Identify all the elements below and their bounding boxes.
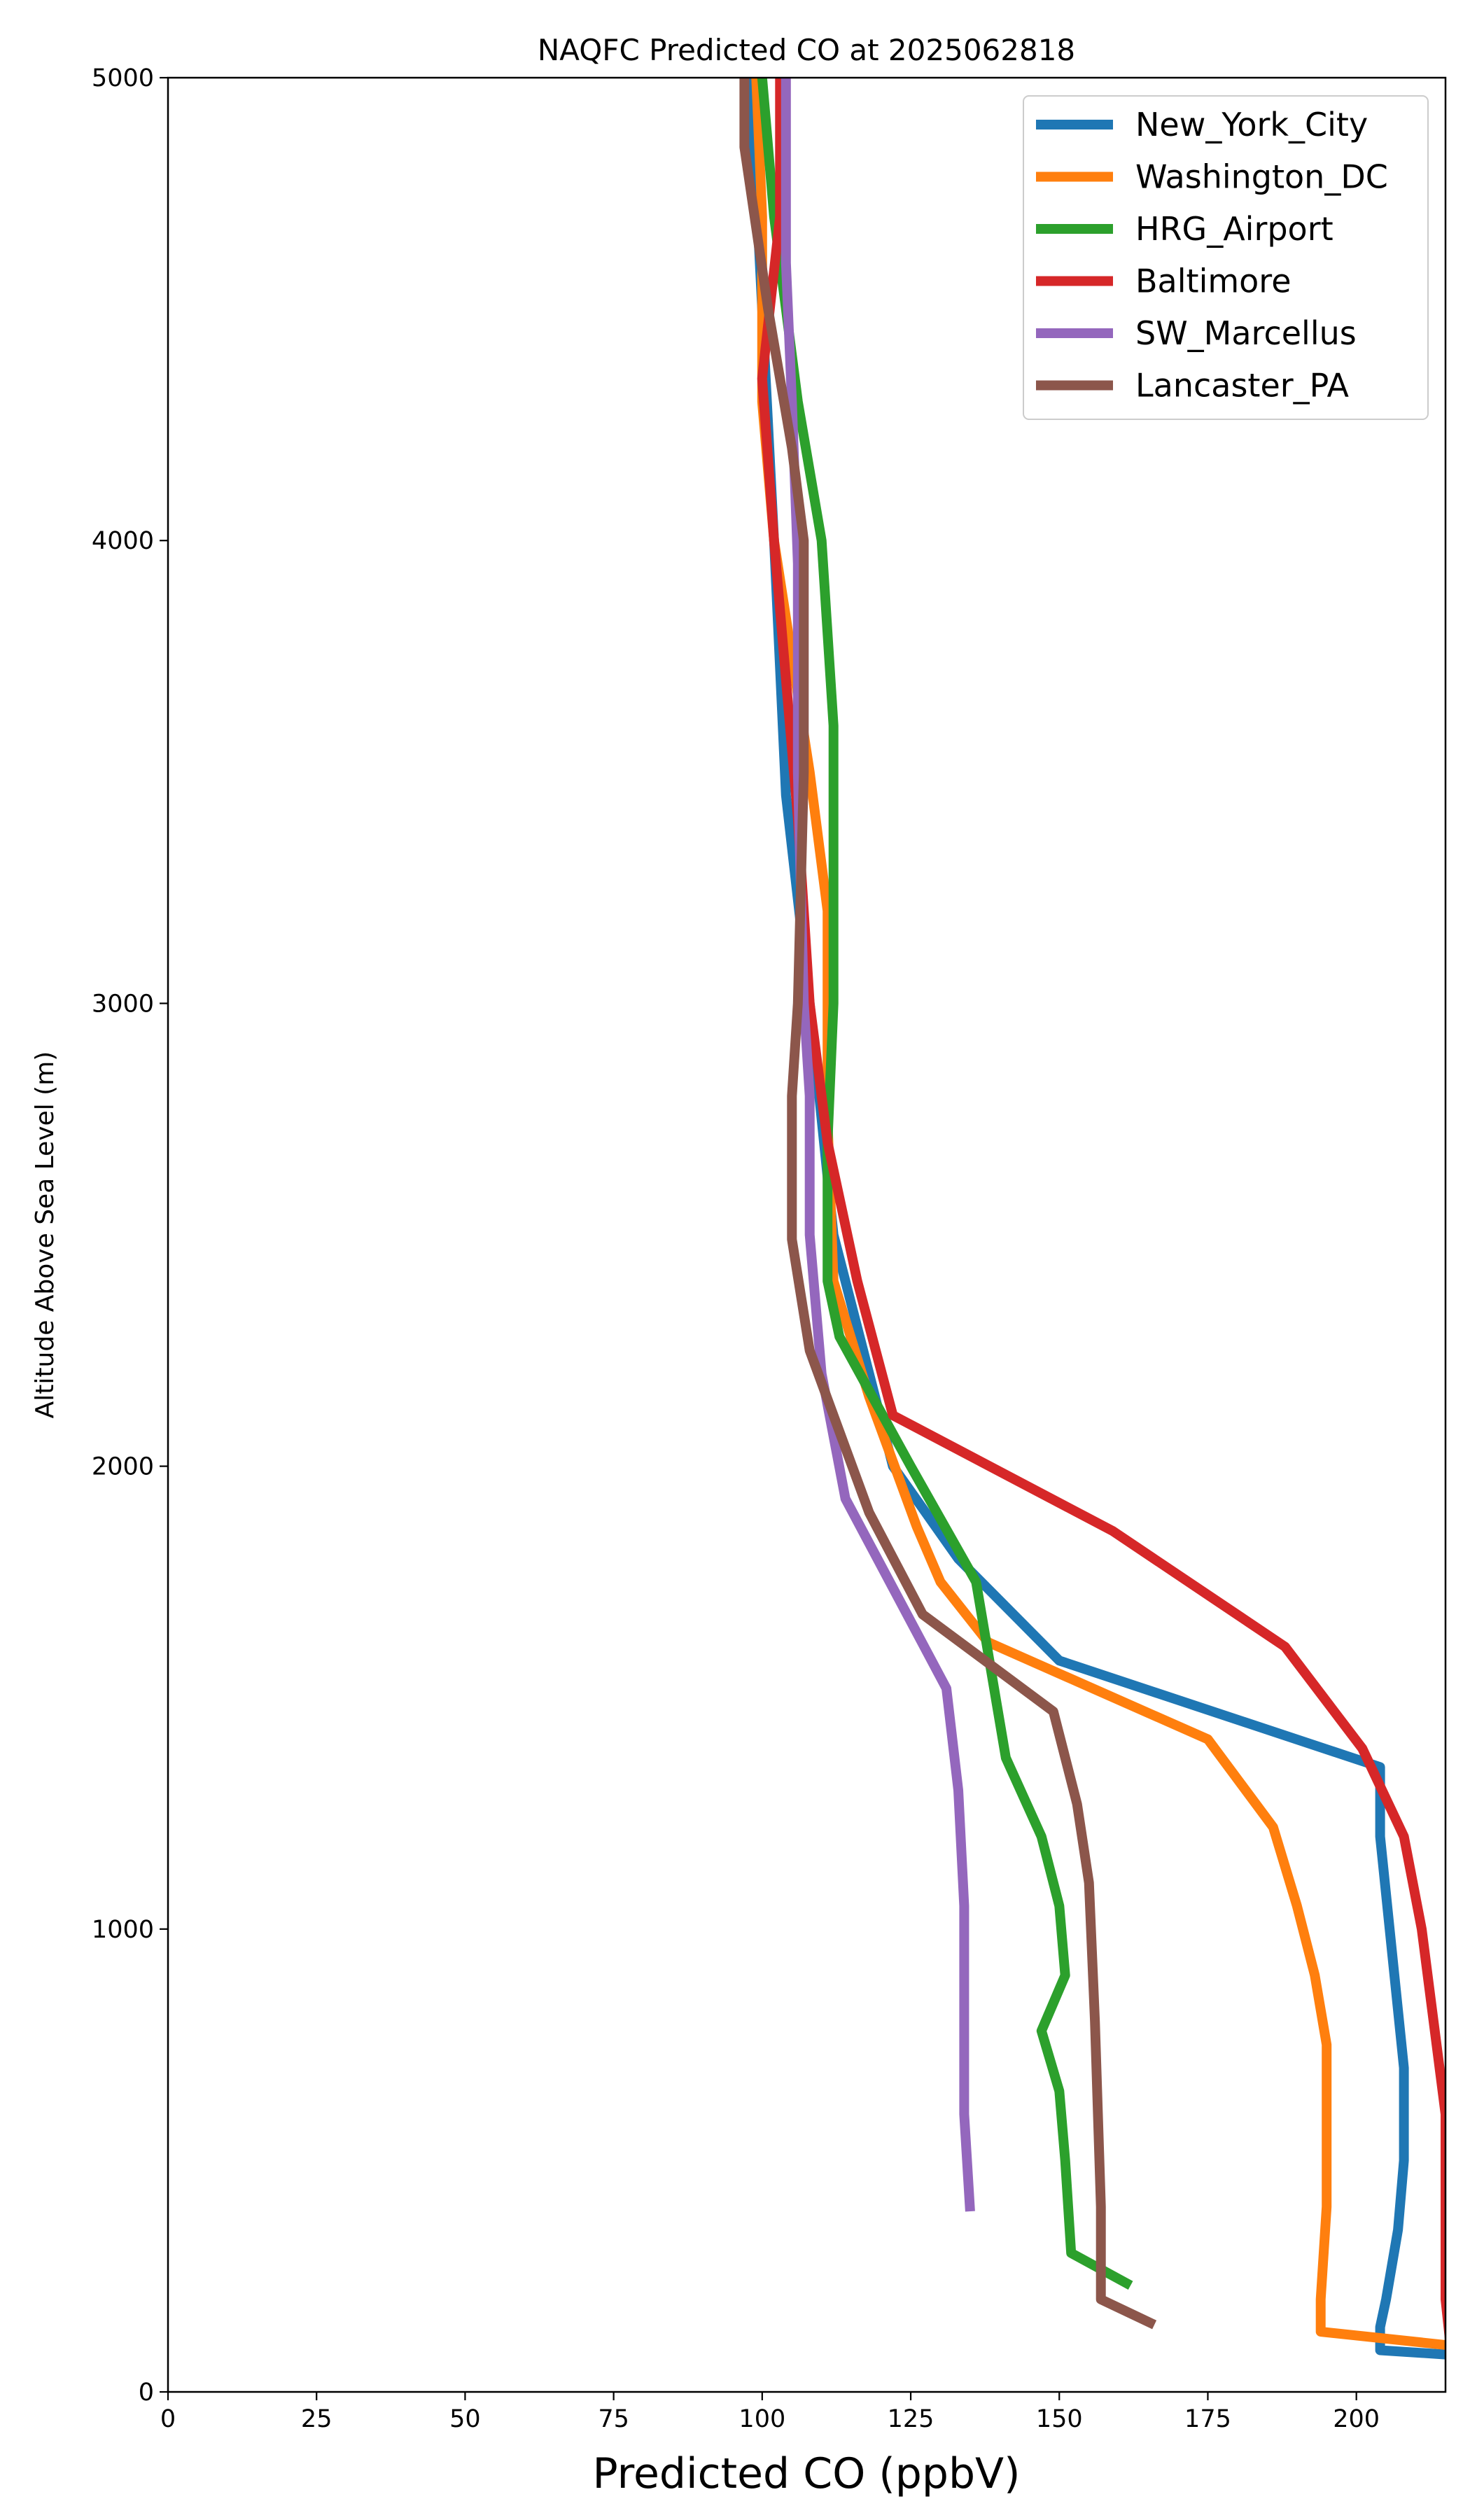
x-tick-label: 50 [449, 2405, 481, 2433]
y-tick-label: 4000 [92, 527, 154, 555]
x-tick-label: 75 [598, 2405, 629, 2433]
series-line-baltimore [757, 78, 1446, 2346]
series-line-washington-dc [751, 78, 1446, 2351]
legend-label: HRG_Airport [1135, 210, 1334, 248]
x-tick-label: 200 [1333, 2405, 1380, 2433]
x-tick-label: 25 [301, 2405, 332, 2433]
legend-label: Washington_DC [1135, 158, 1388, 196]
series-line-hrg-airport [757, 78, 1133, 2290]
y-axis: 0 1000 2000 3000 4000 5000 [92, 64, 168, 2407]
x-tick-label: 150 [1036, 2405, 1083, 2433]
x-tick-label: 175 [1184, 2405, 1231, 2433]
x-tick-label: 100 [738, 2405, 785, 2433]
series-line-new-york-city [745, 78, 1446, 2360]
series-layer [739, 78, 1446, 2360]
chart-title: NAQFC Predicted CO at 2025062818 [538, 33, 1075, 67]
y-axis-label: Altitude Above Sea Level (m) [31, 1051, 59, 1419]
x-axis-label: Predicted CO (ppbV) [592, 2449, 1020, 2498]
legend-frame [1023, 95, 1429, 420]
legend-label: Baltimore [1135, 262, 1292, 300]
y-tick-label: 3000 [92, 990, 154, 1018]
legend: New_York_City Washington_DC HRG_Airport Bal… [1023, 95, 1429, 420]
legend-label: Lancaster_PA [1135, 367, 1349, 405]
x-tick-label: 125 [888, 2405, 934, 2433]
y-tick-label: 5000 [92, 64, 154, 92]
series-line-lancaster-pa [739, 78, 1157, 2330]
legend-label: SW_Marcellus [1135, 314, 1357, 352]
x-tick-label: 0 [160, 2405, 176, 2433]
x-axis: 0 25 50 75 100 125 150 175 200 [160, 2392, 1380, 2433]
legend-label: New_York_City [1135, 106, 1368, 144]
plot-frame [167, 76, 1447, 2393]
y-tick-label: 1000 [92, 1916, 154, 1944]
y-tick-label: 0 [139, 2379, 154, 2407]
y-tick-label: 2000 [92, 1453, 154, 1481]
